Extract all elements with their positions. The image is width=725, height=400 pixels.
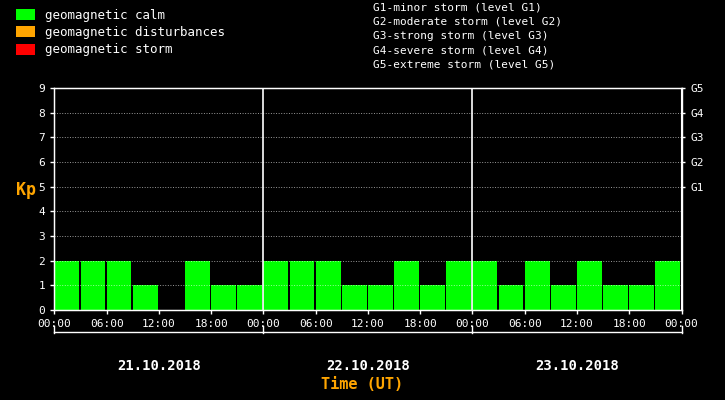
Text: 21.10.2018: 21.10.2018 (117, 359, 201, 373)
Bar (185, 261, 210, 310)
Bar (551, 285, 576, 310)
Bar (577, 261, 602, 310)
Bar (289, 261, 315, 310)
Bar (499, 285, 523, 310)
Bar (655, 261, 680, 310)
Bar (80, 261, 105, 310)
Bar (315, 261, 341, 310)
Bar (54, 261, 79, 310)
Bar (447, 261, 471, 310)
Bar (368, 285, 393, 310)
Bar (603, 285, 628, 310)
Bar (629, 285, 654, 310)
Text: 23.10.2018: 23.10.2018 (535, 359, 619, 373)
Bar (420, 285, 445, 310)
Bar (211, 285, 236, 310)
Text: Time (UT): Time (UT) (321, 377, 404, 392)
Text: 22.10.2018: 22.10.2018 (326, 359, 410, 373)
Bar (473, 261, 497, 310)
Bar (341, 285, 367, 310)
Bar (237, 285, 262, 310)
Bar (107, 261, 131, 310)
Bar (133, 285, 157, 310)
Y-axis label: Kp: Kp (16, 181, 36, 199)
Text: G1-minor storm (level G1)
G2-moderate storm (level G2)
G3-strong storm (level G3: G1-minor storm (level G1) G2-moderate st… (373, 2, 563, 70)
Legend: geomagnetic calm, geomagnetic disturbances, geomagnetic storm: geomagnetic calm, geomagnetic disturbanc… (14, 6, 227, 59)
Bar (263, 261, 289, 310)
Bar (525, 261, 550, 310)
Bar (394, 261, 419, 310)
